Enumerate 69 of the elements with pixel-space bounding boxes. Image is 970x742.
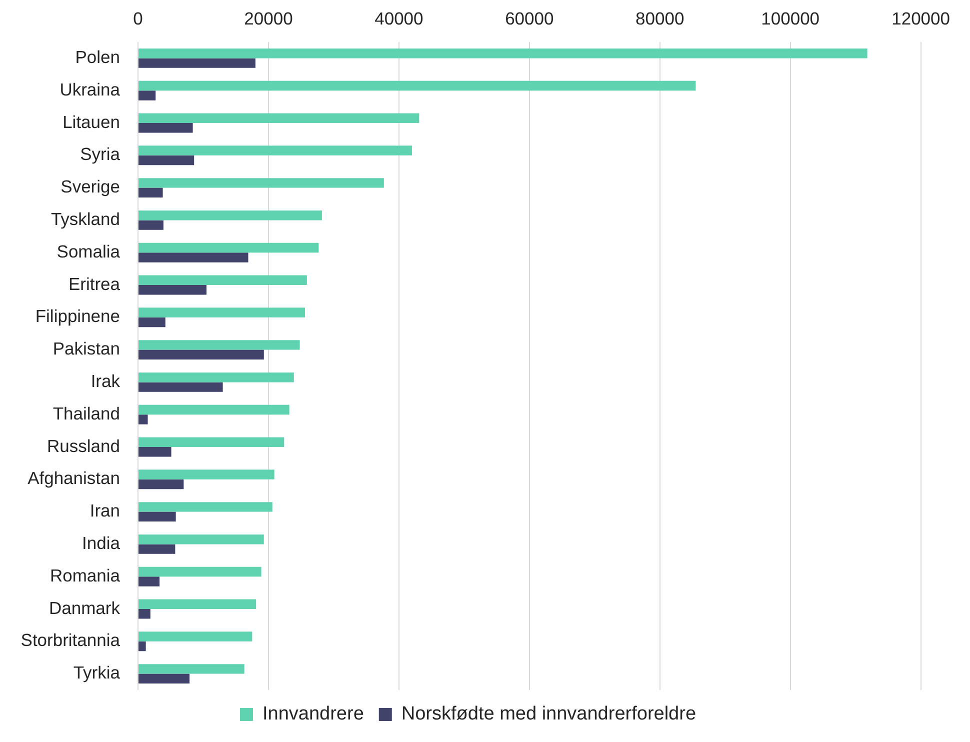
bar — [138, 113, 420, 123]
bar — [138, 534, 264, 544]
bar — [138, 317, 166, 328]
bar — [138, 437, 284, 447]
y-tick-label: Thailand — [52, 403, 120, 424]
bar — [138, 350, 264, 360]
y-tick-label: Sverige — [60, 176, 120, 197]
bar — [138, 544, 176, 554]
bar — [138, 58, 256, 68]
bar — [138, 447, 172, 457]
legend-label: Norskfødte med innvandrerforeldre — [401, 704, 696, 725]
bar — [138, 479, 184, 490]
y-tick-label: Litauen — [62, 112, 120, 132]
y-tick-label: Afghanistan — [28, 468, 120, 488]
y-tick-label: Tyrkia — [73, 662, 120, 683]
x-tick-label: 100000 — [761, 8, 820, 28]
x-tick-label: 120000 — [892, 8, 950, 28]
bar — [138, 252, 248, 262]
x-tick-label: 40000 — [374, 8, 424, 28]
bar — [138, 90, 156, 100]
y-tick-label: Irak — [90, 371, 120, 392]
bar — [138, 609, 150, 619]
bar — [138, 146, 412, 156]
x-tick-label: 80000 — [636, 8, 684, 28]
x-tick-label: 60000 — [505, 8, 554, 28]
bar — [138, 48, 868, 58]
x-tick-label: 0 — [133, 8, 144, 28]
bar — [138, 576, 160, 586]
y-tick-label: Somalia — [56, 241, 120, 262]
y-tick-label: Ukraina — [60, 79, 120, 100]
bar — [138, 599, 256, 609]
bar — [138, 155, 194, 166]
y-tick-label: Pakistan — [52, 338, 120, 359]
bar — [138, 664, 244, 674]
y-tick-label: Polen — [75, 47, 120, 68]
bar — [138, 340, 300, 350]
bar — [138, 641, 146, 652]
y-tick-label: Russland — [47, 436, 120, 456]
bar — [138, 512, 176, 522]
y-tick-label: Tyskland — [50, 209, 120, 230]
y-tick-label: Romania — [50, 565, 120, 586]
bar — [138, 308, 305, 318]
y-tick-label: Eritrea — [68, 274, 120, 294]
y-tick-label: Iran — [90, 500, 120, 521]
y-tick-label: Filippinene — [35, 306, 120, 326]
bar — [138, 220, 164, 230]
bar — [138, 566, 262, 577]
bar — [138, 372, 294, 382]
bar — [138, 275, 307, 285]
bar — [138, 382, 223, 392]
bar — [138, 470, 274, 480]
bar — [138, 674, 190, 684]
legend-label: Innvandrere — [262, 704, 364, 725]
y-tick-label: India — [82, 533, 120, 554]
bar — [138, 242, 319, 253]
y-tick-label: Danmark — [49, 598, 120, 618]
bar — [138, 123, 193, 133]
bar — [138, 404, 290, 415]
bar — [138, 188, 163, 198]
bar — [138, 178, 384, 188]
bar — [138, 80, 696, 91]
bar — [138, 210, 322, 220]
bar — [138, 632, 252, 642]
bar — [138, 502, 272, 512]
y-tick-label: Syria — [80, 144, 120, 164]
y-tick-label: Storbritannia — [20, 630, 120, 650]
bar — [138, 285, 206, 295]
x-tick-label: 20000 — [244, 8, 294, 28]
bar — [138, 414, 148, 424]
